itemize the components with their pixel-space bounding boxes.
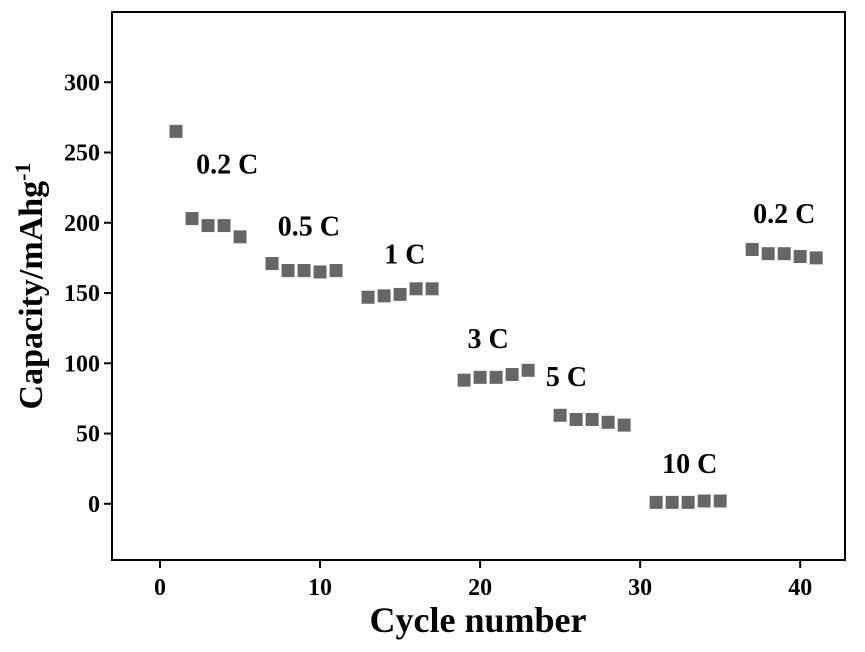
y-axis-label: Capacity/mAhg-1 (10, 163, 50, 410)
rate-annotation: 3 C (467, 324, 508, 355)
data-point (185, 212, 199, 226)
rate-annotation: 0.2 C (753, 199, 815, 230)
y-tick-label: 0 (88, 492, 100, 518)
y-tick-label: 50 (76, 422, 100, 448)
rate-annotation: 10 C (662, 449, 717, 480)
data-point (809, 251, 823, 265)
x-axis-label: Cycle number (370, 600, 587, 640)
data-point (265, 257, 279, 271)
data-point (761, 247, 775, 261)
data-point (617, 418, 631, 432)
y-tick-label: 100 (64, 351, 100, 377)
data-point (505, 368, 519, 382)
data-point (489, 370, 503, 384)
data-point (665, 495, 679, 509)
x-tick-label: 40 (788, 575, 812, 601)
y-tick-label: 300 (64, 70, 100, 96)
data-point (201, 219, 215, 233)
x-tick-label: 10 (308, 575, 332, 601)
data-point (473, 370, 487, 384)
data-point (521, 363, 535, 377)
data-point (281, 264, 295, 278)
data-point (793, 249, 807, 263)
data-point (409, 282, 423, 296)
data-point (681, 495, 695, 509)
y-tick-label: 200 (64, 211, 100, 237)
plot-frame (111, 11, 846, 561)
rate-annotation: 0.2 C (196, 150, 258, 181)
data-point (169, 124, 183, 138)
data-point (601, 415, 615, 429)
data-point (329, 264, 343, 278)
data-point (713, 494, 727, 508)
y-axis-label-superscript: -1 (10, 163, 35, 181)
data-point (425, 282, 439, 296)
data-point (233, 230, 247, 244)
data-point (585, 412, 599, 426)
data-point (297, 264, 311, 278)
data-point (217, 219, 231, 233)
data-point (393, 287, 407, 301)
x-tick-label: 0 (154, 575, 166, 601)
data-point (777, 247, 791, 261)
rate-annotation: 5 C (546, 362, 587, 393)
data-point (361, 290, 375, 304)
data-point (553, 408, 567, 422)
data-point (569, 412, 583, 426)
rate-annotation: 1 C (384, 240, 425, 271)
data-point (697, 494, 711, 508)
y-tick-label: 150 (64, 281, 100, 307)
data-point (649, 495, 663, 509)
x-tick-label: 20 (468, 575, 492, 601)
data-point (745, 242, 759, 256)
data-point (377, 289, 391, 303)
x-tick-label: 30 (628, 575, 652, 601)
data-point (457, 373, 471, 387)
data-point (313, 265, 327, 279)
y-tick-label: 250 (64, 141, 100, 167)
rate-annotation: 0.5 C (278, 211, 340, 242)
